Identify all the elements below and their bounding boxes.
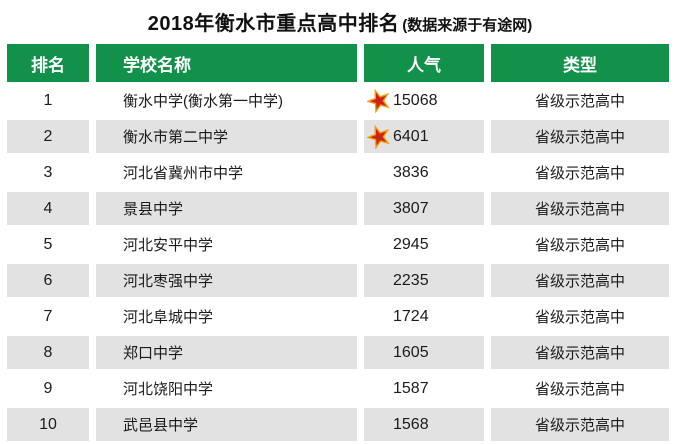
type-cell: 省级示范高中 bbox=[491, 84, 669, 117]
popularity-value: 1587 bbox=[393, 379, 429, 397]
popularity-cell: 6401 bbox=[364, 120, 484, 153]
school-name: 衡水市第二中学 bbox=[123, 129, 229, 146]
type-cell: 省级示范高中 bbox=[491, 300, 669, 333]
star-icon bbox=[367, 124, 393, 149]
table-row: 6 河北枣强中学 2235 省级示范高中 bbox=[7, 264, 669, 297]
popularity-cell: 1724 bbox=[364, 300, 484, 333]
rank-cell: 10 bbox=[7, 408, 89, 441]
school-cell: 衡水中学(衡水第一中学) bbox=[96, 84, 357, 117]
popularity-cell: 1605 bbox=[364, 336, 484, 369]
popularity-value: 2235 bbox=[393, 271, 429, 289]
popularity-cell: 1587 bbox=[364, 372, 484, 405]
star-icon bbox=[367, 88, 393, 113]
popularity-value: 1568 bbox=[393, 415, 429, 433]
type-cell: 省级示范高中 bbox=[491, 372, 669, 405]
popularity-cell: 3836 bbox=[364, 156, 484, 189]
header-cell-school: 学校名称 bbox=[96, 44, 357, 82]
school-cell: 景县中学 bbox=[96, 192, 357, 225]
type-cell: 省级示范高中 bbox=[491, 408, 669, 441]
school-name: 河北安平中学 bbox=[123, 237, 214, 254]
school-cell: 郑口中学 bbox=[96, 336, 357, 369]
school-cell: 河北枣强中学 bbox=[96, 264, 357, 297]
rank-cell: 6 bbox=[7, 264, 89, 297]
type-cell: 省级示范高中 bbox=[491, 120, 669, 153]
type-cell: 省级示范高中 bbox=[491, 264, 669, 297]
table-row: 8 郑口中学 1605 省级示范高中 bbox=[7, 336, 669, 369]
school-cell: 河北阜城中学 bbox=[96, 300, 357, 333]
table-row: 9 河北饶阳中学 1587 省级示范高中 bbox=[7, 372, 669, 405]
rank-cell: 3 bbox=[7, 156, 89, 189]
title-source-note: (数据来源于有途网) bbox=[402, 17, 533, 34]
type-cell: 省级示范高中 bbox=[491, 156, 669, 189]
header-cell-popularity: 人气 bbox=[364, 44, 484, 82]
school-name: 武邑县中学 bbox=[123, 417, 199, 434]
table-row: 4 景县中学 3807 省级示范高中 bbox=[7, 192, 669, 225]
school-cell: 衡水市第二中学 bbox=[96, 120, 357, 153]
table-row: 3 河北省冀州市中学 3836 省级示范高中 bbox=[7, 156, 669, 189]
popularity-value: 3807 bbox=[393, 199, 429, 217]
type-cell: 省级示范高中 bbox=[491, 192, 669, 225]
school-cell: 河北安平中学 bbox=[96, 228, 357, 261]
rank-cell: 1 bbox=[7, 84, 89, 117]
table-row: 2 衡水市第二中学 6401 省级示范高中 bbox=[7, 120, 669, 153]
rank-cell: 4 bbox=[7, 192, 89, 225]
title-main-text: 2018年衡水市重点高中排名 bbox=[147, 13, 400, 35]
popularity-cell: 3807 bbox=[364, 192, 484, 225]
rank-cell: 5 bbox=[7, 228, 89, 261]
rank-cell: 2 bbox=[7, 120, 89, 153]
table-row: 5 河北安平中学 2945 省级示范高中 bbox=[7, 228, 669, 261]
school-name: 景县中学 bbox=[123, 201, 184, 218]
type-cell: 省级示范高中 bbox=[491, 228, 669, 261]
page-title: 2018年衡水市重点高中排名 (数据来源于有途网) bbox=[0, 7, 680, 36]
popularity-value: 6401 bbox=[393, 127, 429, 145]
type-cell: 省级示范高中 bbox=[491, 336, 669, 369]
ranking-table: 排名 学校名称 人气 类型 1 衡水中学(衡水第一中学) 15068 省级示范高… bbox=[7, 44, 669, 444]
header-cell-rank: 排名 bbox=[7, 44, 89, 82]
table-header-row: 排名 学校名称 人气 类型 bbox=[7, 44, 669, 82]
table-row: 10 武邑县中学 1568 省级示范高中 bbox=[7, 408, 669, 441]
popularity-cell: 15068 bbox=[364, 84, 484, 117]
school-name: 郑口中学 bbox=[123, 345, 184, 362]
school-name: 衡水中学(衡水第一中学) bbox=[123, 93, 283, 110]
rank-cell: 8 bbox=[7, 336, 89, 369]
school-name: 河北省冀州市中学 bbox=[123, 165, 244, 182]
popularity-value: 1724 bbox=[393, 307, 429, 325]
school-cell: 河北饶阳中学 bbox=[96, 372, 357, 405]
school-cell: 河北省冀州市中学 bbox=[96, 156, 357, 189]
popularity-cell: 1568 bbox=[364, 408, 484, 441]
school-name: 河北枣强中学 bbox=[123, 273, 214, 290]
popularity-value: 15068 bbox=[393, 91, 438, 109]
rank-cell: 7 bbox=[7, 300, 89, 333]
table-body: 1 衡水中学(衡水第一中学) 15068 省级示范高中 2 衡水市第二中学 64… bbox=[7, 84, 669, 441]
school-name: 河北饶阳中学 bbox=[123, 381, 214, 398]
popularity-value: 3836 bbox=[393, 163, 429, 181]
school-cell: 武邑县中学 bbox=[96, 408, 357, 441]
header-cell-type: 类型 bbox=[491, 44, 669, 82]
popularity-value: 2945 bbox=[393, 235, 429, 253]
rank-cell: 9 bbox=[7, 372, 89, 405]
popularity-value: 1605 bbox=[393, 343, 429, 361]
popularity-cell: 2235 bbox=[364, 264, 484, 297]
table-row: 7 河北阜城中学 1724 省级示范高中 bbox=[7, 300, 669, 333]
popularity-cell: 2945 bbox=[364, 228, 484, 261]
table-row: 1 衡水中学(衡水第一中学) 15068 省级示范高中 bbox=[7, 84, 669, 117]
school-name: 河北阜城中学 bbox=[123, 309, 214, 326]
